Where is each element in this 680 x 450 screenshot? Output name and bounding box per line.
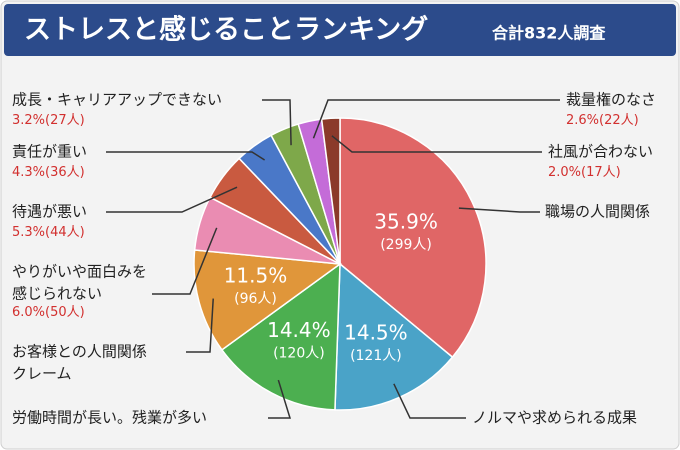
count-label: (36人) (45, 165, 85, 180)
value-label: 6.0% (12, 305, 45, 320)
category-label: 労働時間が長い。残業が多い (12, 409, 207, 427)
leader-line (331, 135, 542, 153)
value-label: 35.9% (374, 209, 438, 233)
count-label: (50人) (45, 305, 85, 320)
leader-line (312, 99, 560, 139)
category-label: 責任が重い (12, 143, 87, 161)
value-text: 5.3%(44人) (12, 225, 85, 240)
category-label: 成長・キャリアアップできない (12, 91, 222, 109)
leader-line (106, 151, 266, 161)
category-label: 感じられない (12, 285, 102, 303)
leader-line (106, 186, 238, 213)
leader-line (152, 227, 218, 295)
category-label: ノルマや求められる成果 (472, 409, 637, 427)
count-label: (27人) (45, 113, 85, 128)
pie-slice (320, 117, 341, 265)
chart-subtitle: 合計832人調査 (492, 24, 605, 43)
count-label: (22人) (599, 113, 639, 128)
value-text: 4.3%(36人) (12, 165, 85, 180)
pie-slice (339, 117, 487, 359)
value-label: 2.0% (548, 165, 581, 180)
count-label: (121人) (350, 348, 402, 364)
category-label: クレーム (12, 365, 72, 383)
leader-line (458, 207, 540, 213)
leader-line (268, 379, 292, 419)
leader-line (393, 383, 466, 419)
value-label: 14.4% (267, 318, 331, 342)
category-label: 社風が合わない (548, 143, 653, 161)
value-text: 2.0%(17人) (548, 165, 621, 180)
value-label: 11.5% (224, 264, 288, 288)
count-label: (120人) (273, 345, 325, 361)
pie-slice (193, 249, 343, 351)
category-label: お客様との人間関係 (12, 343, 147, 361)
value-label: 2.6% (566, 113, 599, 128)
value-label: 4.3% (12, 165, 45, 180)
category-label: 待遇が悪い (12, 203, 87, 221)
count-label: (96人) (234, 291, 277, 307)
pie-slice (220, 262, 341, 411)
leader-line (262, 99, 292, 146)
chart-title: ストレスと感じることランキング (24, 14, 428, 46)
count-label: (299人) (380, 237, 432, 253)
value-label: 5.3% (12, 225, 45, 240)
category-label: 裁量権のなさ (566, 91, 656, 109)
category-label: 職場の人間関係 (545, 203, 650, 221)
value-text: 6.0%(50人) (12, 305, 85, 320)
count-label: (44人) (45, 225, 85, 240)
value-label: 3.2% (12, 113, 45, 128)
header (4, 4, 676, 56)
leader-line (186, 298, 214, 353)
value-text: 3.2%(27人) (12, 113, 85, 128)
count-label: (17人) (581, 165, 621, 180)
category-label: やりがいや面白みを (12, 263, 147, 281)
value-label: 14.5% (344, 320, 408, 344)
value-text: 2.6%(22人) (566, 113, 639, 128)
